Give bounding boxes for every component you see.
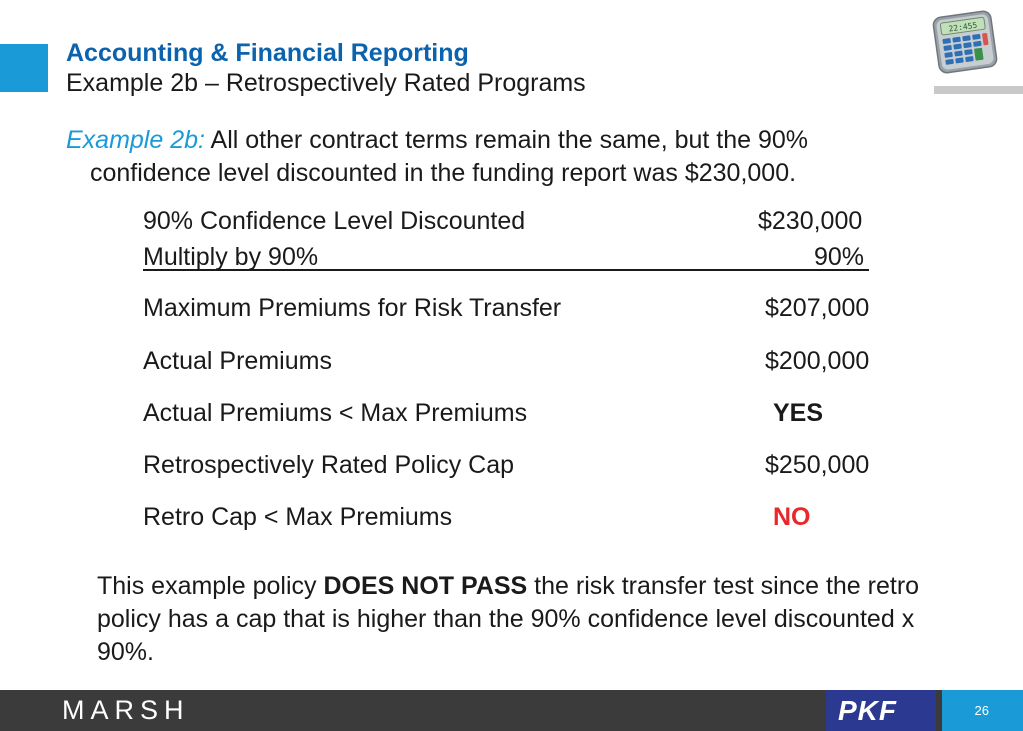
page-number-box: 26 <box>942 690 1023 731</box>
conclusion-bold: DOES NOT PASS <box>323 572 528 600</box>
pkf-logo: PKF <box>826 690 936 731</box>
footer-bar: MARSH PKF 26 <box>0 690 1023 731</box>
pkf-logo-text: PKF <box>838 695 897 726</box>
multiply-underline <box>143 269 869 271</box>
row-label-confidence: 90% Confidence Level Discounted <box>143 207 526 235</box>
row-value-yes: YES <box>773 399 824 427</box>
row-value-actual-premiums: $200,000 <box>765 347 870 375</box>
calculator-underline-bar <box>934 86 1023 94</box>
conclusion-post: the risk transfer test since the retro p… <box>97 572 920 666</box>
row-label-multiply: Multiply by 90% <box>143 243 319 271</box>
row-label-retro-vs-max: Retro Cap < Max Premiums <box>143 503 453 531</box>
row-value-policy-cap: $250,000 <box>765 451 870 479</box>
row-label-actual-vs-max: Actual Premiums < Max Premiums <box>143 399 528 427</box>
row-value-no: NO <box>773 503 811 531</box>
row-value-max-premiums: $207,000 <box>765 294 870 322</box>
row-label-actual-premiums: Actual Premiums <box>143 347 332 375</box>
row-label-max-premiums: Maximum Premiums for Risk Transfer <box>143 294 562 322</box>
conclusion-paragraph: This example policy DOES NOT PASS the ri… <box>97 570 957 669</box>
row-label-policy-cap: Retrospectively Rated Policy Cap <box>143 451 514 479</box>
intro-line1: All other contract terms remain the same… <box>204 126 809 154</box>
conclusion-pre: This example policy <box>97 572 324 600</box>
row-value-multiply: 90% <box>814 243 865 271</box>
example-label: Example 2b: <box>66 126 205 154</box>
slide-title: Accounting & Financial Reporting <box>66 39 469 67</box>
calculator-display: 22:455 <box>948 21 978 34</box>
intro-paragraph: Example 2b: All other contract terms rem… <box>66 124 926 190</box>
slide-subtitle: Example 2b – Retrospectively Rated Progr… <box>66 69 586 97</box>
marsh-logo: MARSH <box>62 695 190 725</box>
accent-square <box>0 44 48 92</box>
row-value-confidence: $230,000 <box>758 207 863 235</box>
intro-line2: confidence level discounted in the fundi… <box>90 159 797 187</box>
page-number: 26 <box>974 703 989 718</box>
calculator-icon: 22:455 <box>932 10 998 74</box>
